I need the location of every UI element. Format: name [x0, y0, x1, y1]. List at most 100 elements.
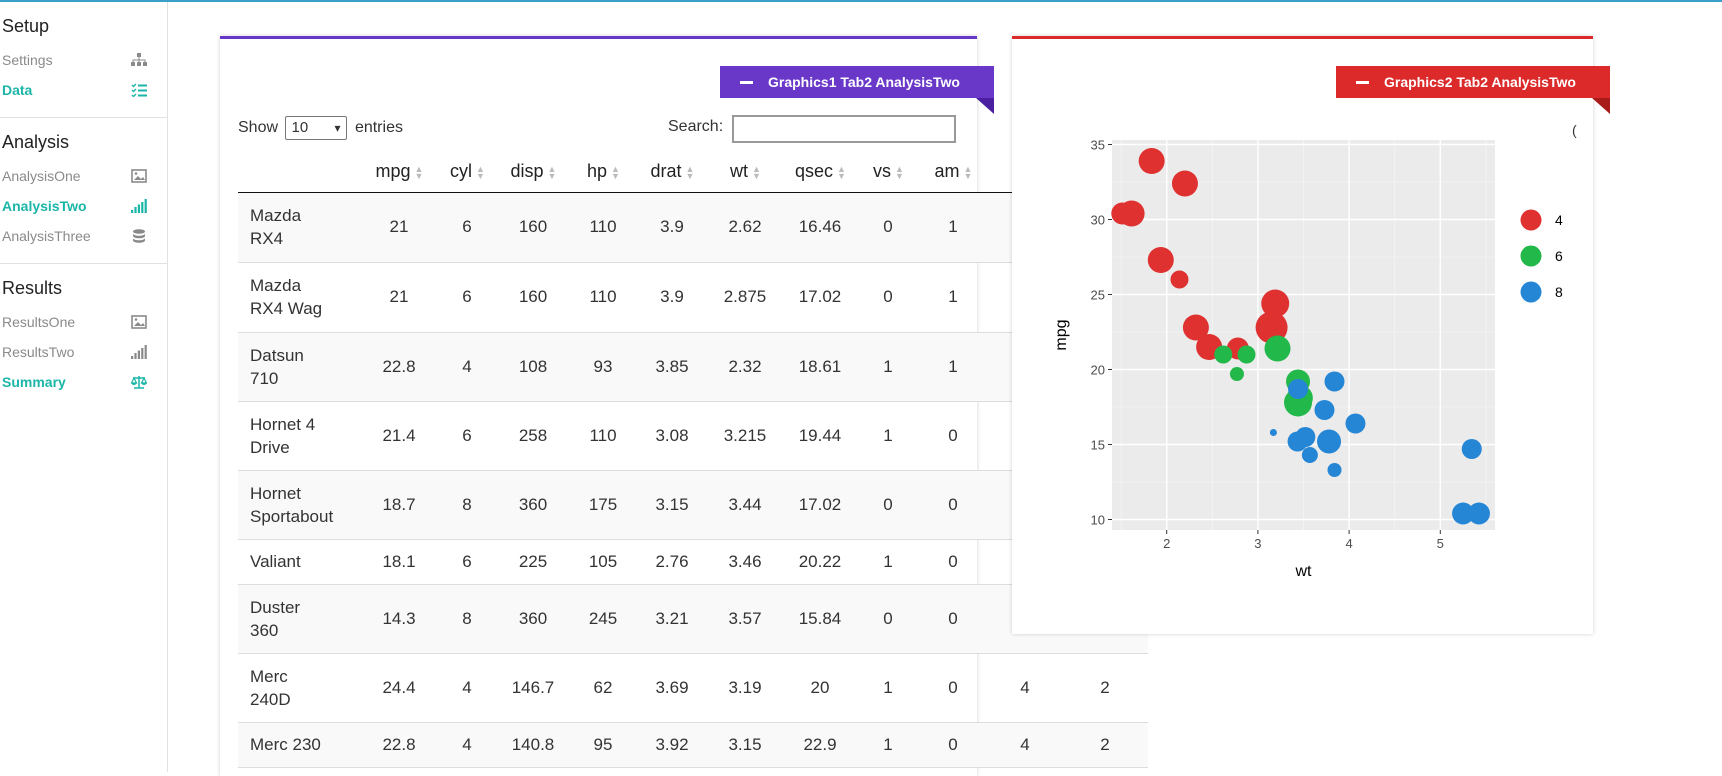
legend-label: 6 [1555, 248, 1563, 264]
minus-icon[interactable] [740, 81, 753, 84]
balance-scale-icon [131, 376, 147, 389]
image-icon [131, 169, 147, 183]
car-name-part: Mazda [250, 206, 302, 225]
tab-fold-corner [976, 98, 994, 114]
column-header-am[interactable]: am ▲ ▼ [918, 152, 988, 193]
y-tick-label: 25 [1091, 288, 1105, 303]
column-header-mpg[interactable]: mpg ▲ ▼ [360, 152, 438, 193]
sort-icon: ▲ ▼ [837, 163, 846, 181]
scatter-point [1467, 502, 1490, 525]
column-header-qsec[interactable]: qsec ▲ ▼ [782, 152, 858, 193]
table-cell: 3.9 [636, 192, 708, 263]
table-cell: 8 [438, 470, 496, 540]
sidebar-section-analysis: Analysis AnalysisOne AnalysisTwo Analysi… [0, 118, 167, 264]
table-cell: 62 [570, 653, 636, 723]
table-cell: 360 [496, 470, 570, 540]
column-header-cyl[interactable]: cyl ▲ ▼ [438, 152, 496, 193]
table-cell: 110 [570, 401, 636, 471]
scatter-point [1345, 413, 1366, 434]
table-cell: 3.9 [636, 262, 708, 333]
sidebar-item-data[interactable]: Data [0, 75, 167, 105]
scatter-point [1229, 367, 1244, 381]
table-cell: 16.46 [782, 192, 858, 263]
sidebar-item-resultsone[interactable]: ResultsOne [0, 307, 167, 337]
car-name-part: 710 [250, 368, 279, 388]
car-name-cell: Duster 360 [238, 584, 360, 654]
column-header-disp[interactable]: disp ▲ ▼ [496, 152, 570, 193]
sort-icon: ▲ ▼ [685, 163, 695, 181]
sidebar-item-resultstwo[interactable]: ResultsTwo [0, 337, 167, 367]
y-tick-label: 10 [1091, 513, 1105, 528]
sidebar-section-results: Results ResultsOne ResultsTwo Summary [0, 264, 167, 409]
sort-icon: ▲ ▼ [414, 163, 424, 181]
sidebar-item-label: ResultsTwo [2, 344, 75, 360]
table-cell: 160 [496, 262, 570, 333]
table-cell: 21 [360, 192, 438, 263]
column-header-car [238, 152, 360, 193]
signal-bars-icon [131, 199, 147, 213]
sidebar-item-analysistwo[interactable]: AnalysisTwo [0, 191, 167, 221]
sidebar-item-label: ResultsOne [2, 314, 76, 330]
table-row[interactable]: Merc 230 22.8 4 140.8 95 3.92 3.15 22.9 1 0 4 2 [238, 722, 1148, 768]
legend-key [1520, 281, 1542, 303]
column-header-drat[interactable]: drat ▲ ▼ [636, 152, 708, 193]
graphics2-tab-title: Graphics2 Tab2 AnalysisTwo [1384, 74, 1576, 90]
scatter-point [1237, 345, 1256, 364]
search-label: Search: [668, 118, 724, 135]
car-name-part: Sportabout [250, 506, 334, 526]
table-cell: 110 [570, 262, 636, 333]
table-cell: 21.4 [360, 401, 438, 471]
graphics2-tab-label[interactable]: Graphics2 Tab2 AnalysisTwo [1336, 66, 1610, 98]
column-header-vs[interactable]: vs ▲ ▼ [858, 152, 918, 193]
list-check-icon [131, 83, 147, 97]
minus-icon[interactable] [1356, 81, 1369, 84]
search-input[interactable] [732, 115, 956, 143]
sidebar-item-analysisthree[interactable]: AnalysisThree [0, 221, 167, 251]
scatter-point [1317, 429, 1342, 454]
car-name-cell: Valiant [238, 539, 360, 585]
graphics1-tab-label[interactable]: Graphics1 Tab2 AnalysisTwo [720, 66, 994, 98]
y-axis-label: mpg [1053, 319, 1070, 350]
table-cell: 17.02 [782, 470, 858, 540]
column-header-wt[interactable]: wt ▲ ▼ [708, 152, 782, 193]
table-cell: 225 [496, 539, 570, 585]
page-length-select[interactable]: 10 [285, 116, 348, 140]
car-name-part: Datsun [250, 345, 304, 365]
sidebar-item-label: Data [2, 82, 33, 98]
sidebar-item-summary[interactable]: Summary [0, 367, 167, 397]
sidebar-section-title: Results [2, 278, 63, 298]
car-name-part: Drive [250, 437, 290, 457]
column-header-hp[interactable]: hp ▲ ▼ [570, 152, 636, 193]
table-cell: 0 [918, 584, 988, 654]
table-cell: 3.21 [636, 584, 708, 654]
car-name-part: Hornet 4 [250, 414, 316, 434]
table-cell: 6 [438, 192, 496, 263]
legend-label: 8 [1555, 284, 1563, 300]
car-name-cell: Datsun 710 [238, 332, 360, 402]
y-tick-label: 15 [1091, 438, 1105, 453]
table-cell: 2.62 [708, 192, 782, 263]
sort-icon: ▲ ▼ [752, 163, 761, 181]
table-row[interactable]: Merc 240D 24.4 4 146.7 62 3.69 3.19 20 1 0 4 2 [238, 653, 1148, 723]
table-cell: 3.44 [708, 470, 782, 540]
car-name-cell: Merc 240D [238, 653, 360, 723]
scatter-point [1182, 314, 1209, 341]
sidebar-item-analysisone[interactable]: AnalysisOne [0, 161, 167, 191]
sidebar-item-label: AnalysisThree [2, 228, 91, 244]
table-cell: 175 [570, 470, 636, 540]
y-tick-label: 20 [1091, 363, 1105, 378]
scatter-point [1255, 311, 1288, 344]
page-length-control: Show 10 entries [238, 116, 403, 140]
table-cell: 146.7 [496, 653, 570, 723]
scatter-point [1118, 200, 1145, 227]
table-cell: 1 [918, 262, 988, 333]
sidebar-item-settings[interactable]: Settings [0, 45, 167, 75]
table-cell: 19.44 [782, 401, 858, 471]
sort-icon: ▲ ▼ [547, 163, 557, 181]
car-name-part: Mazda [250, 276, 302, 295]
sitemap-icon [131, 53, 147, 66]
table-cell: 108 [496, 332, 570, 402]
image-icon [131, 315, 147, 329]
table-cell: 18.1 [360, 539, 438, 585]
table-cell: 3.08 [636, 401, 708, 471]
